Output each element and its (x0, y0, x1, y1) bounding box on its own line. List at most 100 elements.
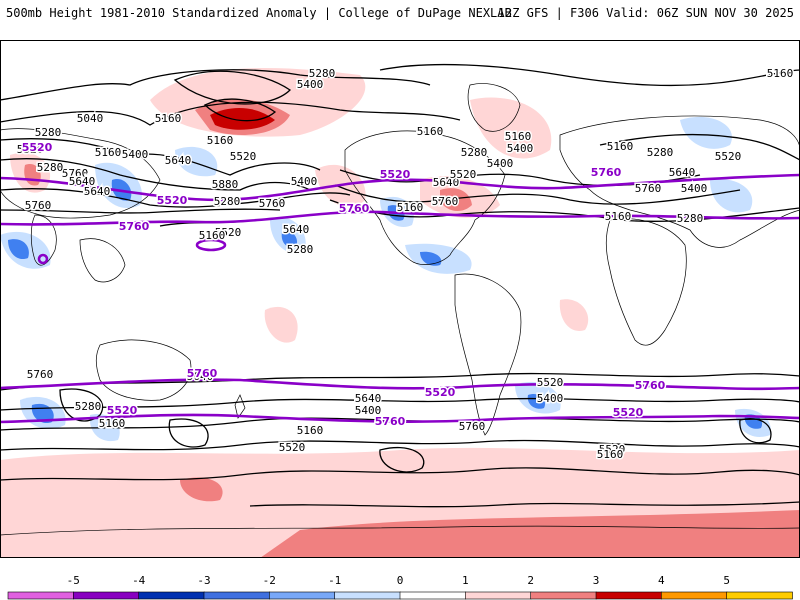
contour-label: 5280 (677, 212, 704, 225)
contour-label: 5160 (155, 112, 182, 125)
contour-label: 5520 (599, 443, 626, 456)
contour-loop (203, 98, 277, 122)
contour-label: 5520 (279, 441, 306, 454)
contour-label: 5760 (459, 420, 486, 433)
contour-label: 5400 (537, 392, 564, 405)
contour-label: 5160 (297, 424, 324, 437)
contour-line (0, 69, 431, 101)
anomaly-negative-strong (420, 251, 442, 266)
anomaly-negative-strong (281, 231, 298, 248)
contour-label: 5160 (199, 229, 226, 242)
contour-loop (168, 418, 209, 448)
colorbar-swatch (268, 591, 336, 600)
contour-5520-south (0, 413, 800, 424)
contour-5520-north (0, 173, 800, 202)
contour-label: 5400 (681, 182, 708, 195)
colorbar-tick-label: -2 (263, 574, 276, 587)
southeast-asia-outline (79, 238, 126, 283)
contour-label-purple: 5520 (380, 168, 411, 181)
contour-label: 5160 (95, 146, 122, 159)
contour-label: 5760 (635, 182, 662, 195)
contour-label: 5280 (287, 243, 314, 256)
contour-label-purple: 5760 (187, 367, 218, 380)
contour-label: 5760 (432, 195, 459, 208)
contour-label: 5640 (355, 392, 382, 405)
anomaly-positive-strong (440, 188, 472, 212)
contour-label: 5160 (607, 140, 634, 153)
anomaly-positive-strongest (210, 108, 275, 130)
colorbar-tick-label: -3 (197, 574, 210, 587)
contour-label: 5640 (433, 176, 460, 189)
contour-line (0, 101, 461, 126)
colorbar-swatch (595, 591, 663, 600)
contour-line (0, 467, 800, 481)
colorbar: -5 -4 -3 -2 -1 0 1 2 3 4 5 (7, 574, 793, 600)
greenland-outline (467, 83, 521, 132)
contour-line (0, 138, 321, 176)
colorbar-tick-label: 2 (527, 574, 534, 587)
antarctica-outline (0, 525, 800, 536)
contour-label-purple: 5760 (119, 220, 150, 233)
colorbar-swatch (726, 591, 793, 600)
contour-label-purple: 5520 (22, 141, 53, 154)
contour-label-purple: 5520 (157, 194, 188, 207)
contour-label: 5280 (647, 146, 674, 159)
anomaly-negative-strong (744, 414, 763, 429)
contour-label-purple: 5520 (425, 386, 456, 399)
colorbar-tick-label: -4 (132, 574, 146, 587)
contour-label: 5280 (35, 126, 62, 139)
contour-label: 5400 (297, 78, 324, 91)
contour-label: 5160 (605, 210, 632, 223)
contour-label: 5640 (165, 154, 192, 167)
colorbar-tick-label: 0 (397, 574, 404, 587)
contour-label: 5160 (207, 134, 234, 147)
colorbar-swatch (334, 591, 401, 600)
anomaly-shading (0, 67, 800, 558)
contour-5880-loop (195, 238, 227, 252)
colorbar-swatch (660, 591, 728, 600)
contour-label: 5280 (75, 400, 102, 413)
australia-outline (95, 339, 192, 401)
anomaly-negative (680, 116, 732, 149)
anomaly-negative-strong (527, 394, 546, 409)
model-run-info: 12Z GFS | F306 Valid: 06Z SUN NOV 30 202… (497, 6, 794, 20)
anomaly-positive (559, 299, 589, 331)
colorbar-tick-label: 4 (658, 574, 665, 587)
map-title: 500mb Height 1981-2010 Standardized Anom… (6, 6, 512, 20)
colorbar-tick-label: -5 (67, 574, 80, 587)
contour-line (249, 501, 800, 508)
contour-line (379, 63, 800, 87)
africa-outline (605, 218, 687, 346)
contour-line (0, 372, 800, 391)
contour-label: 5160 (505, 130, 532, 143)
contour-label: 5160 (597, 448, 624, 461)
contour-label-purple: 5760 (591, 166, 622, 179)
colorbar-swatch (399, 591, 467, 600)
anomaly-negative (175, 146, 218, 177)
contour-label: 5400 (487, 157, 514, 170)
asia-west-outline (0, 128, 161, 219)
contour-label-purple: 5520 (613, 406, 644, 419)
contour-label: 5640 (69, 175, 96, 188)
contour-line (0, 397, 800, 411)
contour-label: 5520 (215, 226, 242, 239)
anomaly-positive-strong (260, 510, 800, 558)
contour-label: 5280 (309, 67, 336, 80)
colorbar-swatch (464, 591, 532, 600)
colorbar-tick-label: 3 (593, 574, 600, 587)
colorbar-swatches (7, 591, 793, 600)
colorbar-swatch (138, 591, 205, 600)
contour-label: 5640 (187, 370, 214, 383)
contour-label: 5400 (355, 404, 382, 417)
contour-label: 5520 (230, 150, 257, 163)
contour-label: 5760 (62, 167, 89, 180)
contour-label: 5520 (537, 376, 564, 389)
colorbar-tick-label: 1 (462, 574, 469, 587)
contour-loop (739, 418, 772, 444)
contour-loop (59, 388, 104, 422)
anomaly-negative (710, 179, 753, 213)
contour-loop (379, 446, 425, 473)
contour-line (0, 208, 281, 214)
